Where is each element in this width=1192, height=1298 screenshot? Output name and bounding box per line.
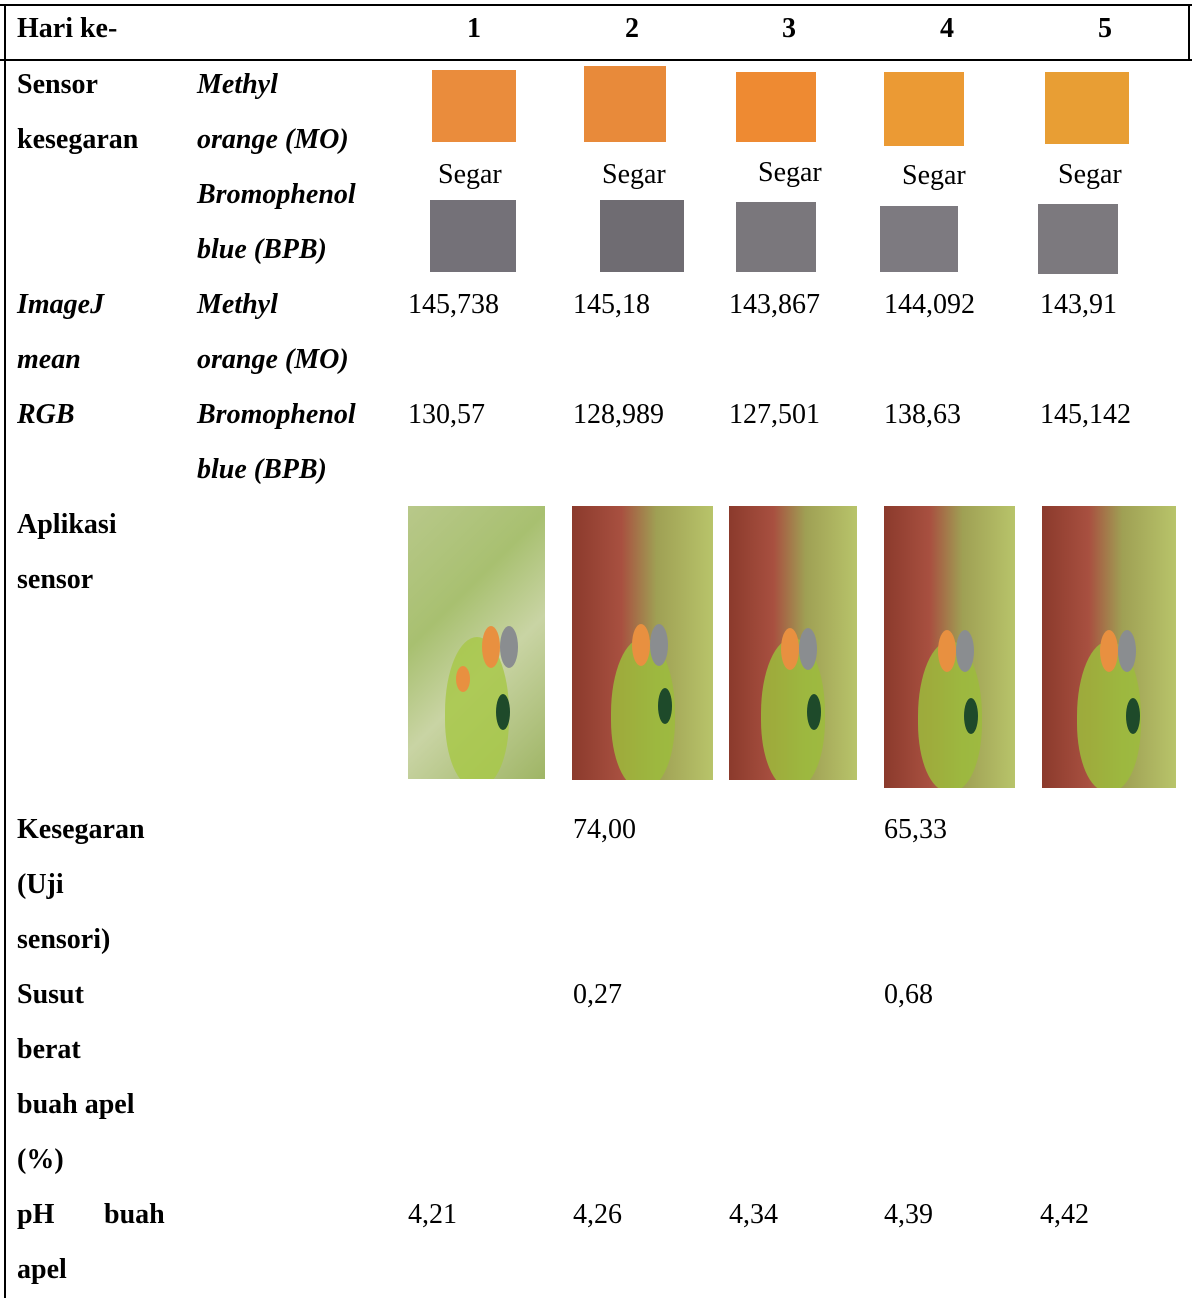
susut-label-line3: buah apel — [17, 1089, 135, 1120]
header-day-1: 1 — [467, 13, 481, 44]
imagej-bpb-day5: 145,142 — [1040, 399, 1131, 430]
imagej-mo-day2: 145,18 — [573, 289, 650, 320]
sensor-photo-day4 — [884, 506, 1015, 788]
header-day-3: 3 — [782, 13, 796, 44]
sensor-photo-day1 — [408, 506, 545, 779]
left-border — [4, 4, 6, 1298]
kesegaran-day2: 74,00 — [573, 814, 636, 845]
susut-day2: 0,27 — [573, 979, 622, 1010]
sensor-status-day1: Segar — [438, 159, 502, 190]
sensor-photo-day2 — [572, 506, 713, 780]
imagej-bpb-line2: blue (BPB) — [197, 454, 327, 485]
header-day-5: 5 — [1098, 13, 1112, 44]
mo-swatch-day1 — [432, 70, 516, 142]
imagej-label-line3: RGB — [17, 399, 75, 430]
top-border — [0, 4, 1192, 6]
kesegaran-label-line1: Kesegaran — [17, 814, 145, 845]
mo-swatch-day3 — [736, 72, 816, 142]
sensor-photo-day3 — [729, 506, 857, 780]
imagej-mo-day1: 145,738 — [408, 289, 499, 320]
kesegaran-label-line3: sensori) — [17, 924, 111, 955]
imagej-label-line2: mean — [17, 344, 81, 375]
header-label: Hari ke- — [17, 13, 118, 44]
sensor-label-line1: Sensor — [17, 69, 98, 100]
header-day-2: 2 — [625, 13, 639, 44]
imagej-bpb-day2: 128,989 — [573, 399, 664, 430]
kesegaran-day4: 65,33 — [884, 814, 947, 845]
ph-day1: 4,21 — [408, 1199, 457, 1230]
susut-label-line1: Susut — [17, 979, 84, 1010]
ph-label-line1b: buah — [104, 1199, 165, 1230]
imagej-bpb-day4: 138,63 — [884, 399, 961, 430]
aplikasi-label-line1: Aplikasi — [17, 509, 117, 540]
sensor-mo-line1: Methyl — [197, 69, 278, 100]
bpb-swatch-day1 — [430, 200, 516, 272]
ph-label-line2: apel — [17, 1254, 67, 1285]
imagej-label-line1: ImageJ — [17, 289, 105, 320]
sensor-status-day2: Segar — [602, 159, 666, 190]
susut-day4: 0,68 — [884, 979, 933, 1010]
imagej-mo-day3: 143,867 — [729, 289, 820, 320]
sensor-status-day5: Segar — [1058, 159, 1122, 190]
right-border — [1188, 4, 1190, 61]
bpb-swatch-day3 — [736, 202, 816, 272]
imagej-bpb-line1: Bromophenol — [197, 399, 356, 430]
sensor-bpb-line1: Bromophenol — [197, 179, 356, 210]
mo-swatch-day2 — [584, 66, 666, 142]
bpb-swatch-day2 — [600, 200, 684, 272]
ph-label-line1a: pH — [17, 1199, 55, 1230]
imagej-bpb-day1: 130,57 — [408, 399, 485, 430]
ph-day2: 4,26 — [573, 1199, 622, 1230]
mo-swatch-day5 — [1045, 72, 1129, 144]
ph-day5: 4,42 — [1040, 1199, 1089, 1230]
susut-label-line4: (%) — [17, 1144, 64, 1175]
sensor-photo-day5 — [1042, 506, 1176, 788]
sensor-status-day4: Segar — [902, 160, 966, 191]
aplikasi-label-line2: sensor — [17, 564, 94, 595]
imagej-bpb-day3: 127,501 — [729, 399, 820, 430]
imagej-mo-day5: 143,91 — [1040, 289, 1117, 320]
imagej-mo-line1: Methyl — [197, 289, 278, 320]
sensor-bpb-line2: blue (BPB) — [197, 234, 327, 265]
sensor-mo-line2: orange (MO) — [197, 124, 349, 155]
imagej-mo-line2: orange (MO) — [197, 344, 349, 375]
imagej-mo-day4: 144,092 — [884, 289, 975, 320]
mo-swatch-day4 — [884, 72, 964, 146]
sensor-status-day3: Segar — [758, 157, 822, 188]
susut-label-line2: berat — [17, 1034, 81, 1065]
header-bottom-border — [0, 59, 1192, 61]
bpb-swatch-day4 — [880, 206, 958, 272]
sensor-label-line2: kesegaran — [17, 124, 139, 155]
bpb-swatch-day5 — [1038, 204, 1118, 274]
ph-day4: 4,39 — [884, 1199, 933, 1230]
header-day-4: 4 — [940, 13, 954, 44]
kesegaran-label-line2: (Uji — [17, 869, 64, 900]
ph-day3: 4,34 — [729, 1199, 778, 1230]
